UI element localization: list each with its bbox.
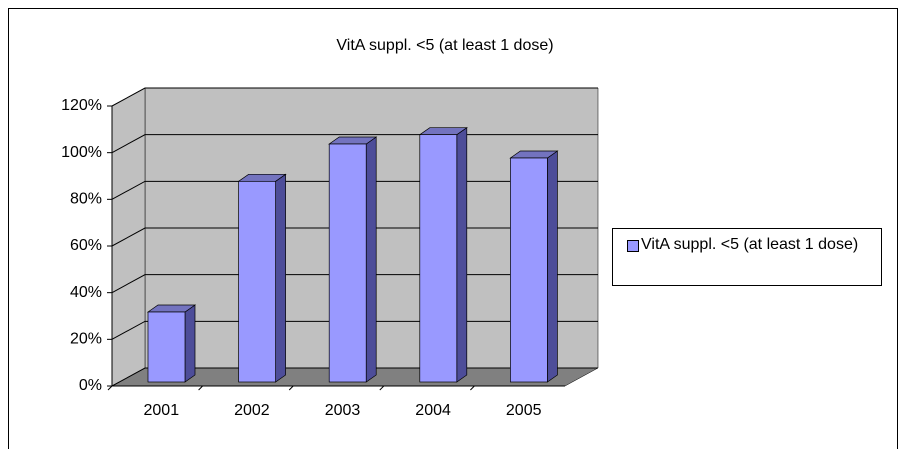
bar-side: [547, 150, 558, 383]
legend-label: VitA suppl. <5 (at least 1 dose): [641, 236, 859, 253]
y-tick-label: 80%: [70, 191, 102, 208]
y-tick-label: 20%: [70, 331, 102, 348]
x-tick-label: 2003: [325, 402, 361, 419]
y-tick-label: 0%: [79, 377, 102, 394]
tick-mark: [107, 385, 113, 391]
bar: [510, 157, 548, 383]
tick-mark: [198, 385, 203, 391]
x-tick-label: 2004: [415, 402, 451, 419]
y-tick-label: 40%: [70, 284, 102, 301]
tick-mark: [470, 385, 475, 391]
x-tick-label: 2001: [144, 402, 180, 419]
bar-side: [456, 126, 468, 383]
grid-line: [111, 87, 598, 107]
bar-side: [275, 173, 286, 383]
x-tick-label: 2002: [234, 402, 270, 419]
legend-key: [627, 240, 639, 252]
bar: [328, 143, 367, 383]
y-tick-label: 60%: [70, 237, 102, 254]
legend: VitA suppl. <5 (at least 1 dose): [612, 228, 882, 286]
tick-mark: [379, 385, 385, 391]
bar-side: [365, 136, 377, 383]
chart-frame: [8, 8, 898, 449]
tick-mark: [288, 385, 294, 391]
chart-title: VitA suppl. <5 (at least 1 dose): [336, 37, 553, 54]
bar: [419, 134, 458, 383]
y-tick-label: 120%: [61, 97, 102, 114]
plot: 0% 20% 40% 60% 80% 100% 120% 2001 2002 2003 2004 20…: [61, 87, 598, 419]
bar: [147, 311, 186, 383]
x-tick-label: 2005: [506, 402, 542, 419]
bar: [238, 180, 276, 383]
y-tick-label: 100%: [61, 144, 102, 161]
bar-side: [184, 304, 196, 383]
